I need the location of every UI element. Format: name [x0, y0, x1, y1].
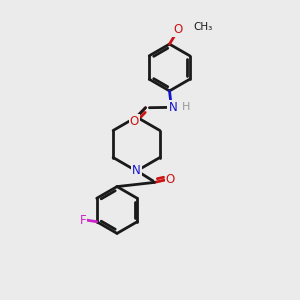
Text: O: O	[173, 23, 182, 36]
Text: O: O	[166, 173, 175, 186]
Text: O: O	[130, 115, 139, 128]
Text: F: F	[80, 214, 86, 227]
Text: N: N	[168, 101, 177, 114]
Text: N: N	[132, 164, 141, 178]
Text: CH₃: CH₃	[194, 22, 213, 32]
Text: H: H	[182, 102, 190, 112]
